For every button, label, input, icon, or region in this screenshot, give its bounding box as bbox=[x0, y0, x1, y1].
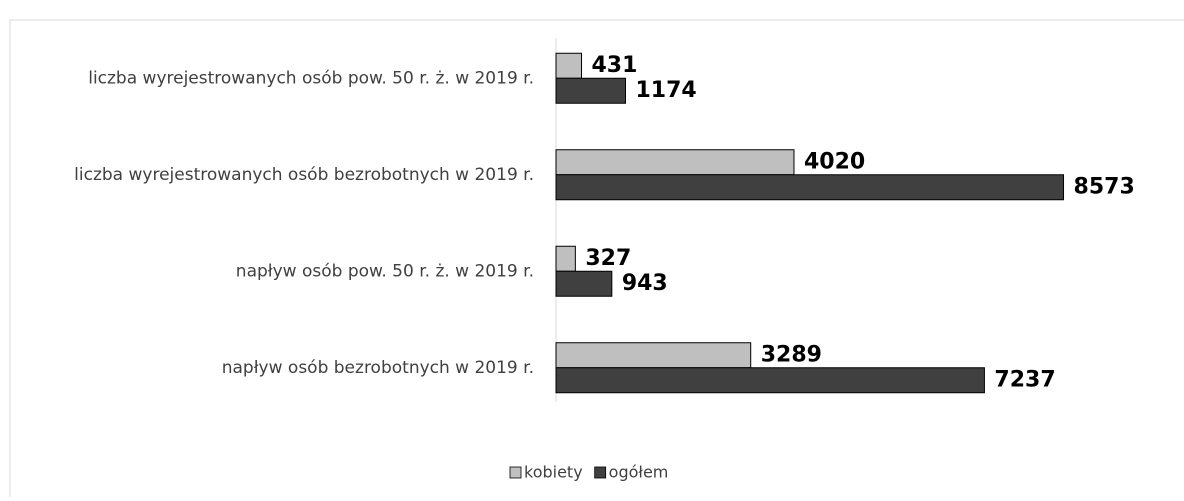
bar bbox=[555, 342, 752, 369]
data-label: 8573 bbox=[1074, 174, 1135, 199]
bar bbox=[555, 149, 795, 176]
legend-label: ogółem bbox=[609, 463, 669, 482]
y-tick-label: napływ osób pow. 50 r. ż. w 2019 r. bbox=[236, 261, 534, 281]
data-label: 431 bbox=[592, 53, 638, 78]
y-tick-label: liczba wyrejestrowanych osób bezrobotnyc… bbox=[74, 165, 534, 185]
data-label: 4020 bbox=[804, 149, 865, 174]
data-label: 943 bbox=[622, 271, 668, 296]
bar bbox=[555, 270, 613, 297]
data-label: 1174 bbox=[636, 78, 697, 103]
bar bbox=[555, 245, 576, 272]
legend-swatch bbox=[509, 466, 522, 479]
bar bbox=[555, 174, 1065, 201]
bar bbox=[555, 77, 627, 104]
y-tick-label: napływ osób bezrobotnych w 2019 r. bbox=[222, 358, 534, 378]
bar bbox=[555, 52, 583, 79]
bar bbox=[555, 367, 985, 394]
data-label: 7237 bbox=[994, 367, 1055, 392]
y-tick-label: liczba wyrejestrowanych osób pow. 50 r. … bbox=[88, 68, 534, 88]
legend-swatch bbox=[594, 466, 607, 479]
data-label: 3289 bbox=[761, 342, 822, 367]
legend-label: kobiety bbox=[524, 463, 583, 482]
data-label: 327 bbox=[585, 246, 631, 271]
